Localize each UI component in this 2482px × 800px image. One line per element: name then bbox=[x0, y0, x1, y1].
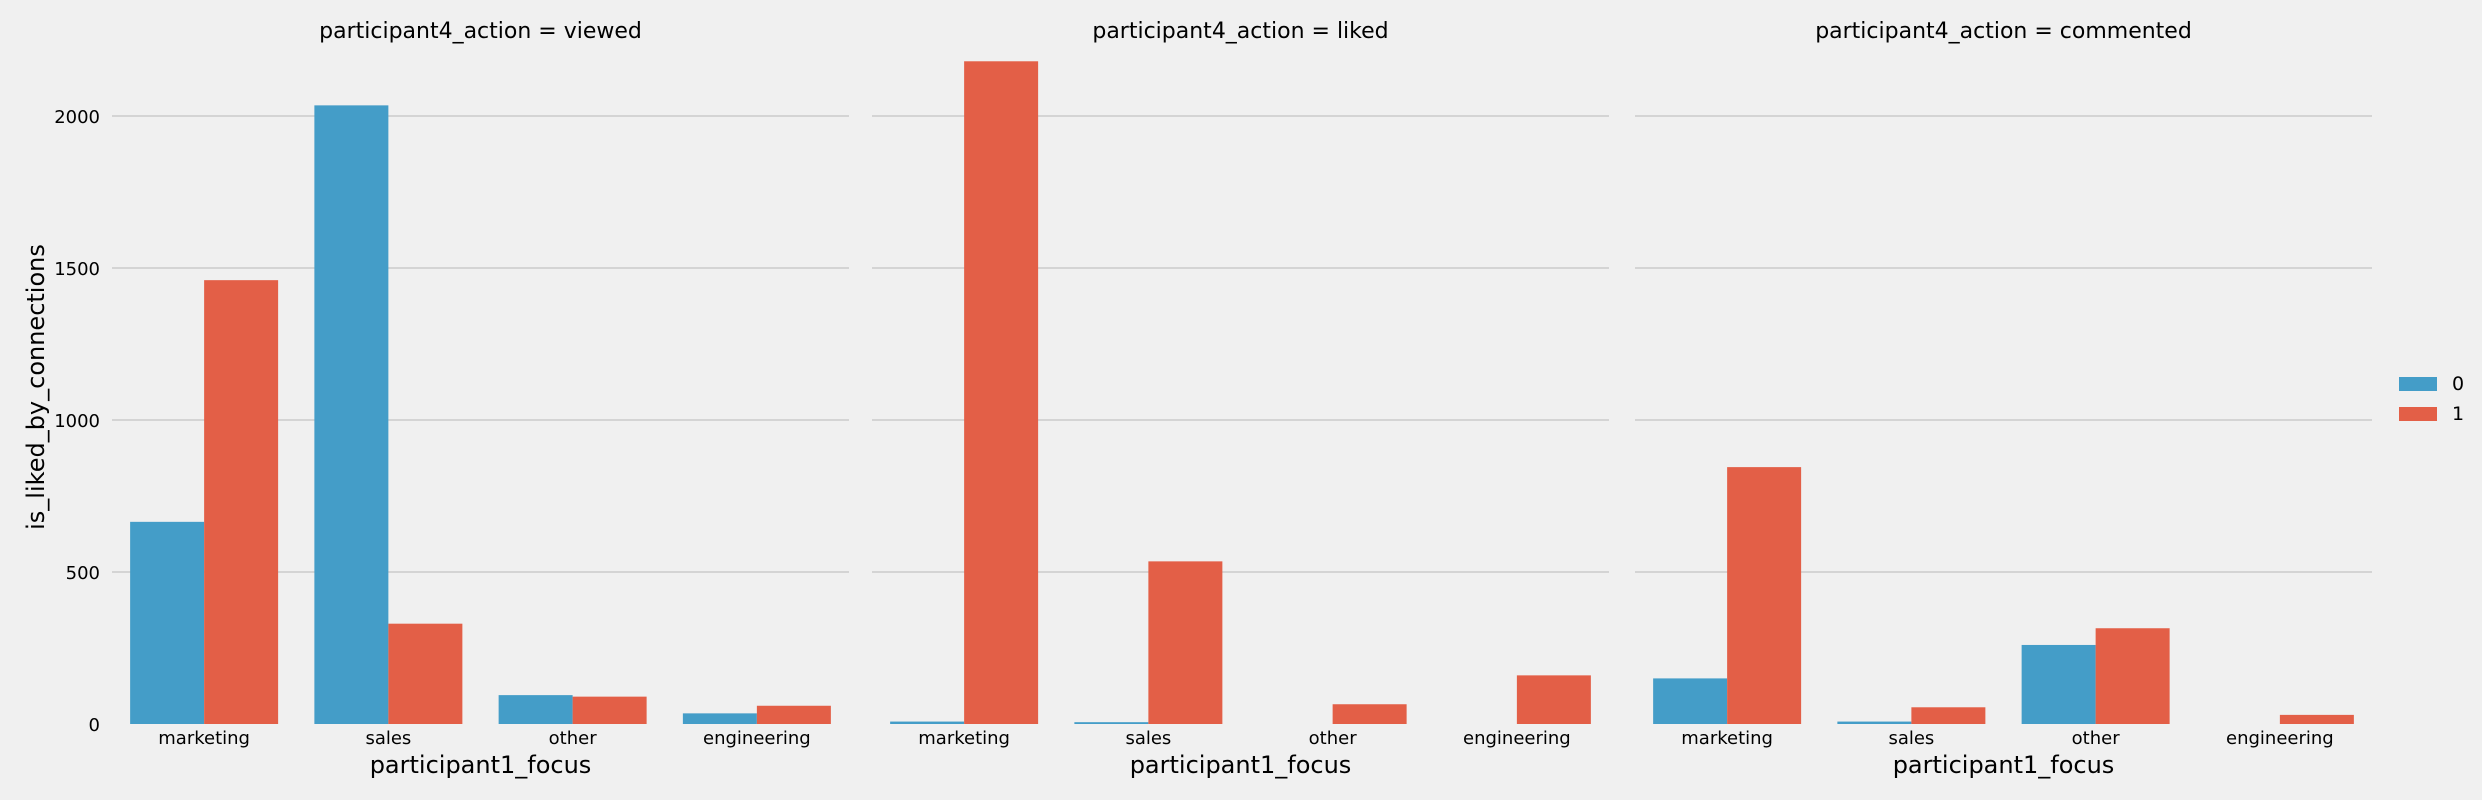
legend-label-0: 0 bbox=[2452, 373, 2464, 395]
legend-label-1: 1 bbox=[2452, 403, 2464, 425]
bar-sales-series-1 bbox=[388, 623, 463, 724]
panel-1: participant4_action = liked marketing sale… bbox=[872, 19, 1609, 779]
bar-engineering-series-1 bbox=[1516, 675, 1591, 724]
y-axis-label: is_liked_by_connections bbox=[22, 244, 50, 530]
legend: 01 bbox=[2399, 373, 2464, 425]
x-tick-label: marketing bbox=[918, 728, 1010, 749]
bar-sales-series-0 bbox=[1837, 721, 1912, 724]
legend-swatch-1 bbox=[2399, 407, 2437, 421]
x-axis-label: participant1_focus bbox=[370, 751, 592, 779]
panel-2: participant4_action = commented marketing… bbox=[1635, 19, 2372, 779]
bar-marketing-series-1 bbox=[204, 280, 279, 724]
panel-title: participant4_action = commented bbox=[1815, 19, 2192, 44]
panel-0: participant4_action = viewed 0 500 1000 1500… bbox=[54, 19, 849, 779]
panel-title: participant4_action = liked bbox=[1092, 19, 1388, 44]
bar-marketing-series-0 bbox=[1653, 678, 1728, 724]
bar-other-series-1 bbox=[2095, 628, 2170, 724]
x-tick-label: other bbox=[1309, 728, 1358, 749]
x-tick-label: other bbox=[2072, 728, 2121, 749]
bar-engineering-series-1 bbox=[756, 705, 831, 724]
bar-sales-series-0 bbox=[314, 105, 389, 725]
bar-marketing-series-1 bbox=[964, 61, 1039, 724]
bar-sales-series-1 bbox=[1148, 561, 1223, 724]
x-axis-label: participant1_focus bbox=[1893, 751, 2115, 779]
bar-marketing-series-0 bbox=[130, 521, 205, 724]
bar-other-series-0 bbox=[498, 695, 573, 724]
y-tick-label: 1500 bbox=[54, 259, 100, 280]
bar-sales-series-1 bbox=[1911, 707, 1986, 724]
bar-other-series-1 bbox=[1332, 704, 1407, 724]
x-axis-label: participant1_focus bbox=[1130, 751, 1352, 779]
y-tick-label: 500 bbox=[66, 563, 100, 584]
bar-marketing-series-0 bbox=[890, 721, 965, 724]
x-tick-label: engineering bbox=[703, 728, 811, 749]
bar-sales-series-0 bbox=[1074, 722, 1149, 724]
x-tick-label: engineering bbox=[2226, 728, 2334, 749]
panel-title: participant4_action = viewed bbox=[319, 19, 642, 44]
bar-other-series-1 bbox=[572, 696, 647, 724]
x-tick-label: marketing bbox=[1681, 728, 1773, 749]
y-tick-label: 2000 bbox=[54, 107, 100, 128]
x-tick-label: sales bbox=[365, 728, 411, 749]
x-tick-label: marketing bbox=[158, 728, 250, 749]
x-tick-label: sales bbox=[1888, 728, 1934, 749]
bar-engineering-series-1 bbox=[2279, 714, 2354, 724]
y-tick-label: 1000 bbox=[54, 411, 100, 432]
x-tick-label: other bbox=[549, 728, 598, 749]
bar-engineering-series-0 bbox=[682, 713, 757, 724]
bar-other-series-0 bbox=[2021, 644, 2096, 724]
chart-panels: participant4_action = viewed 0 500 1000 1500… bbox=[54, 19, 2372, 779]
legend-swatch-0 bbox=[2399, 377, 2437, 391]
y-tick-label: 0 bbox=[89, 715, 100, 736]
x-tick-label: engineering bbox=[1463, 728, 1571, 749]
bar-marketing-series-1 bbox=[1727, 467, 1802, 724]
x-tick-label: sales bbox=[1125, 728, 1171, 749]
